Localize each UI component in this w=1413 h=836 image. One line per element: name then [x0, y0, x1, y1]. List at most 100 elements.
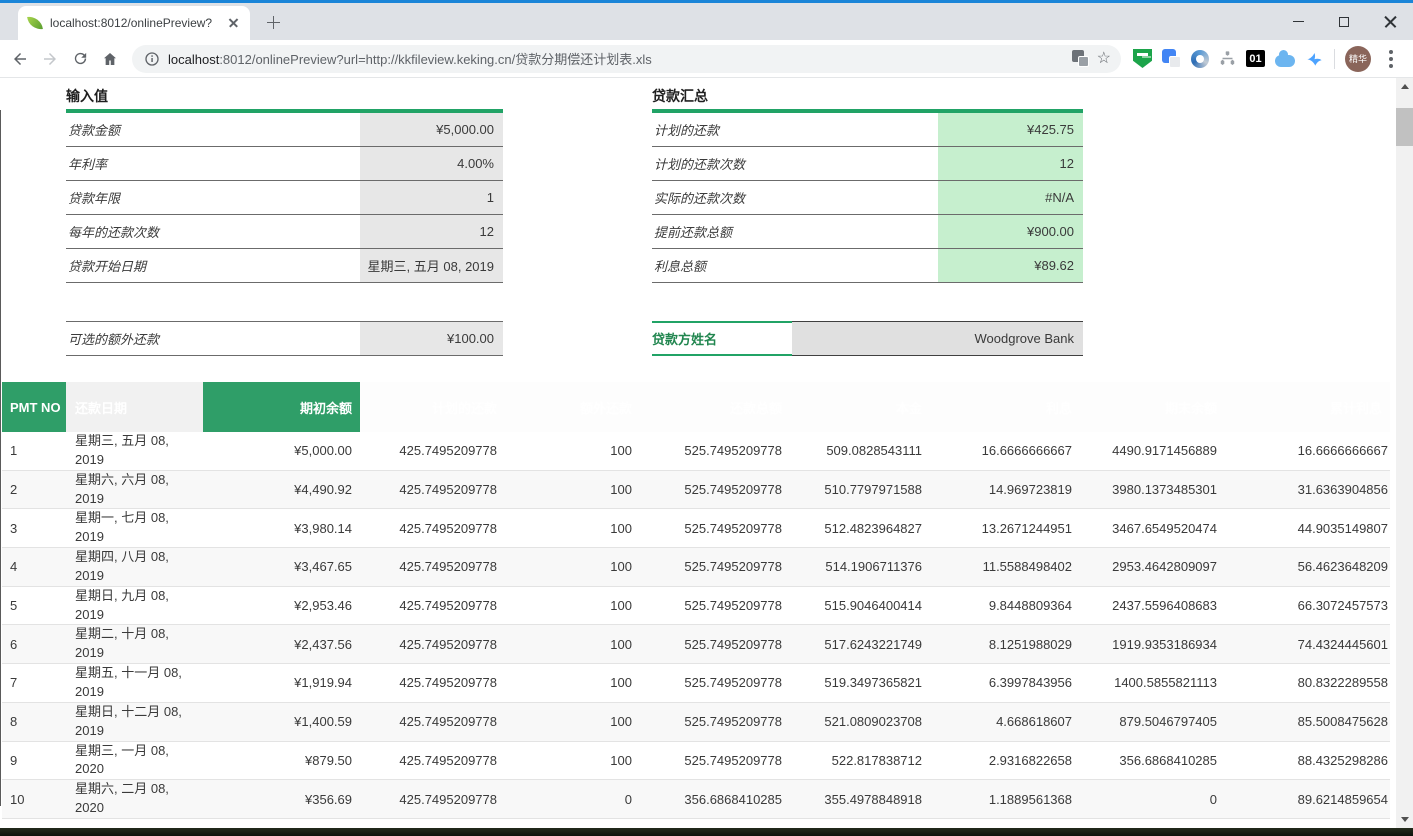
- url-path: :8012/onlinePreview?url=http://kkfilevie…: [219, 52, 651, 67]
- table-cell: 44.9035149807: [1225, 509, 1390, 548]
- stat-value: ¥900.00: [938, 215, 1083, 248]
- bookmark-star-icon[interactable]: ☆: [1097, 51, 1111, 67]
- stat-row: 实际的还款次数#N/A: [652, 181, 1083, 215]
- address-bar[interactable]: localhost:8012/onlinePreview?url=http://…: [132, 45, 1121, 73]
- reload-button[interactable]: [66, 45, 94, 73]
- scroll-up-button[interactable]: [1396, 78, 1413, 95]
- stat-value: 12: [360, 215, 503, 248]
- table-cell: 425.7495209778: [360, 432, 505, 470]
- table-cell: 100: [505, 625, 640, 664]
- amortization-table: PMT NO还款日期期初余额计划的还款额外还款还款总额本金利息期末余额累计利息 …: [2, 382, 1390, 819]
- tab-close-icon[interactable]: [226, 15, 242, 31]
- table-cell: 525.7495209778: [640, 625, 790, 664]
- browser-titlebar: localhost:8012/onlinePreview?: [0, 0, 1413, 40]
- table-cell: 525.7495209778: [640, 664, 790, 703]
- table-row: 5星期日, 九月 08, 2019¥2,953.46425.7495209778…: [2, 586, 1390, 625]
- table-cell: 星期三, 一月 08, 2020: [66, 741, 203, 780]
- stat-label: 提前还款总额: [652, 215, 938, 248]
- column-header: 累计利息: [1225, 382, 1390, 432]
- stat-label: 计划的还款: [652, 113, 938, 146]
- table-cell: 星期五, 十一月 08, 2019: [66, 664, 203, 703]
- site-info-icon[interactable]: [144, 51, 160, 67]
- table-cell: 16.6666666667: [930, 432, 1080, 470]
- cloud-extension-icon[interactable]: [1275, 55, 1295, 67]
- stat-label: 贷款开始日期: [66, 249, 360, 282]
- table-row: 6星期二, 十月 08, 2019¥2,437.56425.7495209778…: [2, 625, 1390, 664]
- stat-value: ¥89.62: [938, 249, 1083, 282]
- table-cell: ¥356.69: [203, 780, 360, 819]
- table-cell: 1: [2, 432, 66, 470]
- table-cell: 4490.9171456889: [1080, 432, 1225, 470]
- vertical-scrollbar[interactable]: [1396, 78, 1413, 828]
- scroll-down-button[interactable]: [1396, 811, 1413, 828]
- column-header: 期初余额: [203, 382, 360, 432]
- home-button[interactable]: [96, 45, 124, 73]
- table-cell: 9.8448809364: [930, 586, 1080, 625]
- maximize-icon: [1339, 17, 1349, 27]
- 01-extension-icon[interactable]: 01: [1246, 50, 1265, 67]
- table-cell: 100: [505, 664, 640, 703]
- reload-icon: [72, 50, 89, 67]
- section-title: 贷款汇总: [652, 85, 1083, 109]
- sheet-left-border: [0, 110, 1, 806]
- tampermonkey-extension-icon[interactable]: [1133, 49, 1152, 68]
- extensions-bar: 01 精华: [1129, 46, 1405, 72]
- close-icon: [1384, 15, 1397, 28]
- url-text[interactable]: localhost:8012/onlinePreview?url=http://…: [168, 49, 1064, 68]
- new-tab-button[interactable]: [260, 9, 286, 35]
- table-cell: 星期六, 六月 08, 2019: [66, 470, 203, 509]
- browser-tab[interactable]: localhost:8012/onlinePreview?: [18, 6, 250, 40]
- stat-row: 年利率4.00%: [66, 147, 503, 181]
- stat-value: #N/A: [938, 181, 1083, 214]
- plus-icon: [267, 16, 280, 29]
- table-cell: 13.2671244951: [930, 509, 1080, 548]
- table-cell: 510.7797971588: [790, 470, 930, 509]
- lender-value: Woodgrove Bank: [792, 321, 1083, 356]
- table-cell: 425.7495209778: [360, 625, 505, 664]
- stat-row: 提前还款总额¥900.00: [652, 215, 1083, 249]
- table-cell: ¥3,980.14: [203, 509, 360, 548]
- forward-button[interactable]: [36, 45, 64, 73]
- home-icon: [101, 50, 119, 68]
- table-cell: 1919.9353186934: [1080, 625, 1225, 664]
- table-cell: 0: [505, 780, 640, 819]
- table-cell: 521.0809023708: [790, 702, 930, 741]
- table-cell: 425.7495209778: [360, 741, 505, 780]
- lender-row: 贷款方姓名 Woodgrove Bank: [652, 321, 1083, 356]
- stat-row: 贷款开始日期星期三, 五月 08, 2019: [66, 249, 503, 283]
- bird-extension-icon[interactable]: [1305, 49, 1324, 68]
- table-cell: 6: [2, 625, 66, 664]
- table-cell: 74.4324445601: [1225, 625, 1390, 664]
- desktop-edge: [0, 828, 1413, 836]
- profile-avatar[interactable]: 精华: [1345, 46, 1371, 72]
- table-cell: 525.7495209778: [640, 509, 790, 548]
- stat-value: 星期三, 五月 08, 2019: [360, 249, 503, 282]
- toolbar-separator: [1334, 49, 1335, 69]
- translate-extension-icon[interactable]: [1162, 49, 1181, 68]
- table-cell: 525.7495209778: [640, 470, 790, 509]
- leaf-favicon: [27, 15, 43, 31]
- menu-kebab-icon[interactable]: [1389, 57, 1393, 61]
- scrollbar-thumb[interactable]: [1396, 108, 1413, 146]
- table-cell: 8: [2, 702, 66, 741]
- table-cell: 525.7495209778: [640, 548, 790, 587]
- minimize-button[interactable]: [1275, 3, 1321, 40]
- sitemap-extension-icon[interactable]: [1219, 50, 1236, 67]
- table-cell: 88.4325298286: [1225, 741, 1390, 780]
- translate-page-icon[interactable]: [1072, 50, 1089, 67]
- maximize-button[interactable]: [1321, 3, 1367, 40]
- back-button[interactable]: [6, 45, 34, 73]
- table-cell: 4: [2, 548, 66, 587]
- stat-label: 计划的还款次数: [652, 147, 938, 180]
- ring-extension-icon[interactable]: [1191, 50, 1209, 68]
- close-window-button[interactable]: [1367, 3, 1413, 40]
- table-cell: 7: [2, 664, 66, 703]
- table-cell: 525.7495209778: [640, 432, 790, 470]
- column-header: 本金: [790, 382, 930, 432]
- table-cell: ¥879.50: [203, 741, 360, 780]
- table-cell: 522.817838712: [790, 741, 930, 780]
- minimize-icon: [1293, 21, 1304, 23]
- table-cell: ¥5,000.00: [203, 432, 360, 470]
- table-cell: 8.1251988029: [930, 625, 1080, 664]
- table-cell: ¥3,467.65: [203, 548, 360, 587]
